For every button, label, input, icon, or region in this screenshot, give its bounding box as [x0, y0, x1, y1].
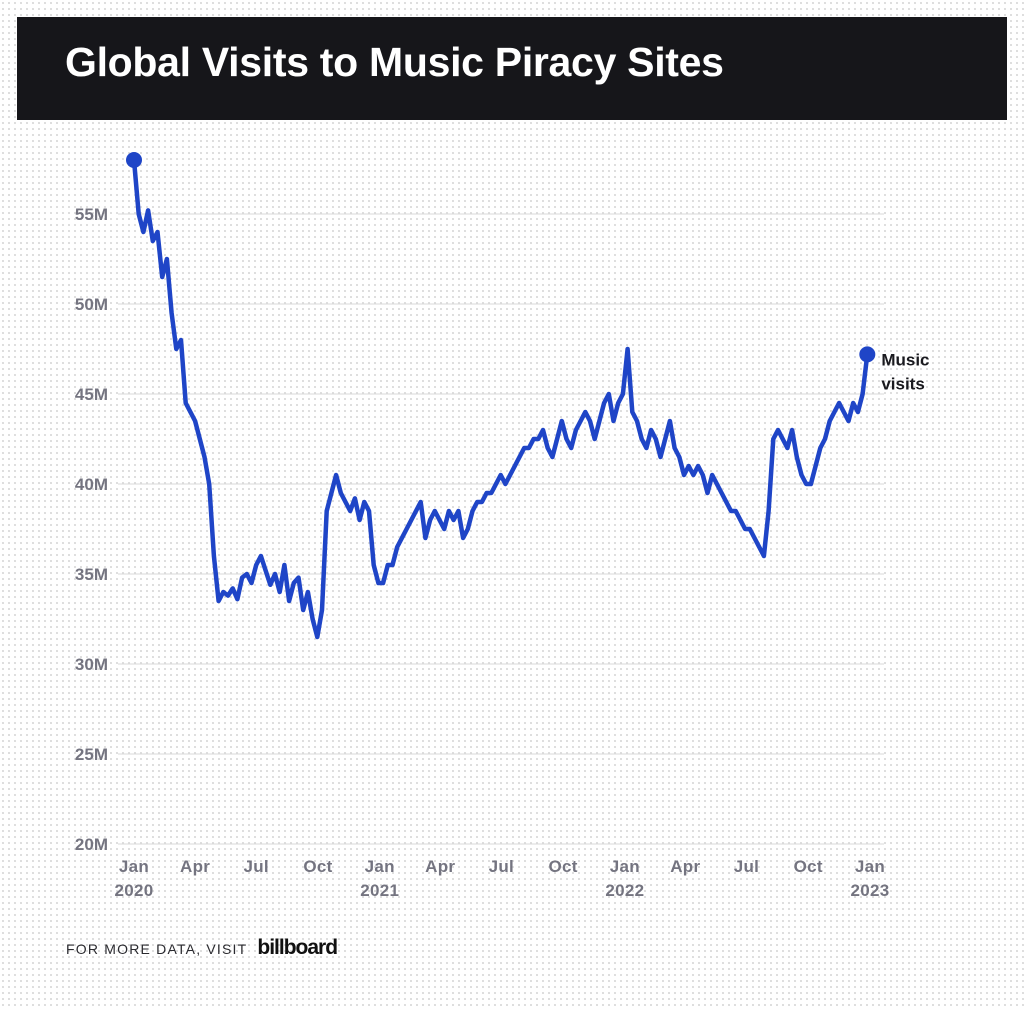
y-tick-label: 30M [75, 655, 108, 674]
x-tick-year: 2021 [360, 881, 399, 900]
x-tick-label: Jul [734, 857, 759, 876]
chart-header: Global Visits to Music Piracy Sites [17, 17, 1007, 120]
y-tick-label: 40M [75, 475, 108, 494]
footer-text: FOR MORE DATA, VISIT [66, 941, 248, 957]
x-tick-label: Oct [794, 857, 823, 876]
chart-title: Global Visits to Music Piracy Sites [65, 39, 724, 85]
y-tick-label: 25M [75, 745, 108, 764]
x-tick-label: Oct [548, 857, 577, 876]
x-tick-label: Jan [855, 857, 885, 876]
x-tick-label: Jul [489, 857, 514, 876]
y-axis-ticks: 20M 25M 30M 35M 40M 45M 50M 55M [75, 205, 108, 854]
x-tick-label: Jan [610, 857, 640, 876]
x-tick-label: Oct [303, 857, 332, 876]
start-point [126, 152, 142, 168]
y-tick-label: 50M [75, 295, 108, 314]
end-point [859, 346, 876, 363]
series-line [131, 157, 870, 640]
y-tick-label: 20M [75, 835, 108, 854]
x-tick-label: Jul [243, 857, 268, 876]
x-tick-label: Jan [365, 857, 395, 876]
footer: FOR MORE DATA, VISIT billboard [66, 936, 338, 960]
x-tick-label: Jan [119, 857, 149, 876]
x-tick-year: 2022 [605, 881, 644, 900]
y-tick-label: 45M [75, 385, 108, 404]
series-music-visits: Music visits [126, 152, 930, 640]
billboard-logo[interactable]: billboard [257, 936, 338, 959]
x-tick-label: Apr [425, 857, 455, 876]
x-tick-year: 2020 [114, 881, 153, 900]
x-tick-label: Apr [670, 857, 700, 876]
x-tick-year: 2023 [850, 881, 889, 900]
x-tick-label: Apr [180, 857, 210, 876]
y-tick-label: 55M [75, 205, 108, 224]
series-label: Music visits [881, 350, 929, 393]
gridlines [118, 213, 884, 845]
x-axis-ticks: Jan 2020 Apr Jul Oct Jan 2021 Apr Jul Oct Jan 2022 A… [114, 857, 889, 900]
y-tick-label: 35M [75, 565, 108, 584]
